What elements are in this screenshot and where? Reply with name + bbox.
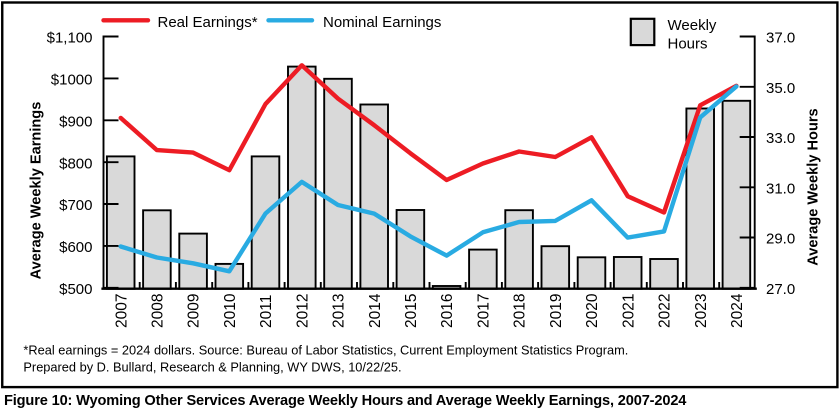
svg-text:2012: 2012 <box>294 294 311 328</box>
svg-text:$700: $700 <box>59 197 92 214</box>
svg-text:2013: 2013 <box>331 294 348 328</box>
svg-text:$1,100: $1,100 <box>47 30 93 47</box>
svg-text:27.0: 27.0 <box>766 281 795 298</box>
svg-text:33.0: 33.0 <box>766 130 795 147</box>
svg-text:31.0: 31.0 <box>766 181 795 198</box>
svg-text:$500: $500 <box>59 281 92 298</box>
svg-text:Weekly: Weekly <box>668 17 717 34</box>
svg-text:Average Weekly Hours: Average Weekly Hours <box>805 108 821 265</box>
svg-text:Hours: Hours <box>668 36 708 53</box>
svg-text:Prepared by D. Bullard, Resear: Prepared by D. Bullard, Research & Plann… <box>23 360 401 375</box>
svg-text:2023: 2023 <box>693 294 710 328</box>
svg-text:2009: 2009 <box>186 294 203 328</box>
svg-text:37.0: 37.0 <box>766 30 795 47</box>
svg-text:2008: 2008 <box>150 294 167 328</box>
svg-text:35.0: 35.0 <box>766 80 795 97</box>
svg-text:Figure 10: Wyoming Other Servi: Figure 10: Wyoming Other Services Averag… <box>4 393 687 409</box>
svg-text:2018: 2018 <box>512 294 529 328</box>
svg-text:2017: 2017 <box>476 294 493 328</box>
svg-text:2019: 2019 <box>548 294 565 328</box>
svg-text:2020: 2020 <box>584 293 601 328</box>
svg-text:Nominal Earnings: Nominal Earnings <box>323 14 441 31</box>
svg-text:2014: 2014 <box>367 293 384 328</box>
svg-text:2010: 2010 <box>222 293 239 328</box>
svg-text:Average Weekly Earnings: Average Weekly Earnings <box>28 102 44 280</box>
svg-text:2021: 2021 <box>620 294 637 328</box>
svg-text:$600: $600 <box>59 239 92 256</box>
svg-text:2007: 2007 <box>113 294 130 328</box>
svg-text:2022: 2022 <box>657 294 674 328</box>
svg-text:29.0: 29.0 <box>766 231 795 248</box>
svg-text:*Real earnings = 2024 dollars.: *Real earnings = 2024 dollars. Source: B… <box>23 342 628 357</box>
svg-text:$800: $800 <box>59 155 92 172</box>
svg-text:Real Earnings*: Real Earnings* <box>158 14 258 31</box>
svg-text:2016: 2016 <box>439 294 456 328</box>
svg-text:$1000: $1000 <box>51 72 93 89</box>
svg-text:$900: $900 <box>59 114 92 131</box>
svg-text:2024: 2024 <box>729 293 746 328</box>
svg-text:2015: 2015 <box>403 294 420 328</box>
svg-text:2011: 2011 <box>258 295 275 328</box>
